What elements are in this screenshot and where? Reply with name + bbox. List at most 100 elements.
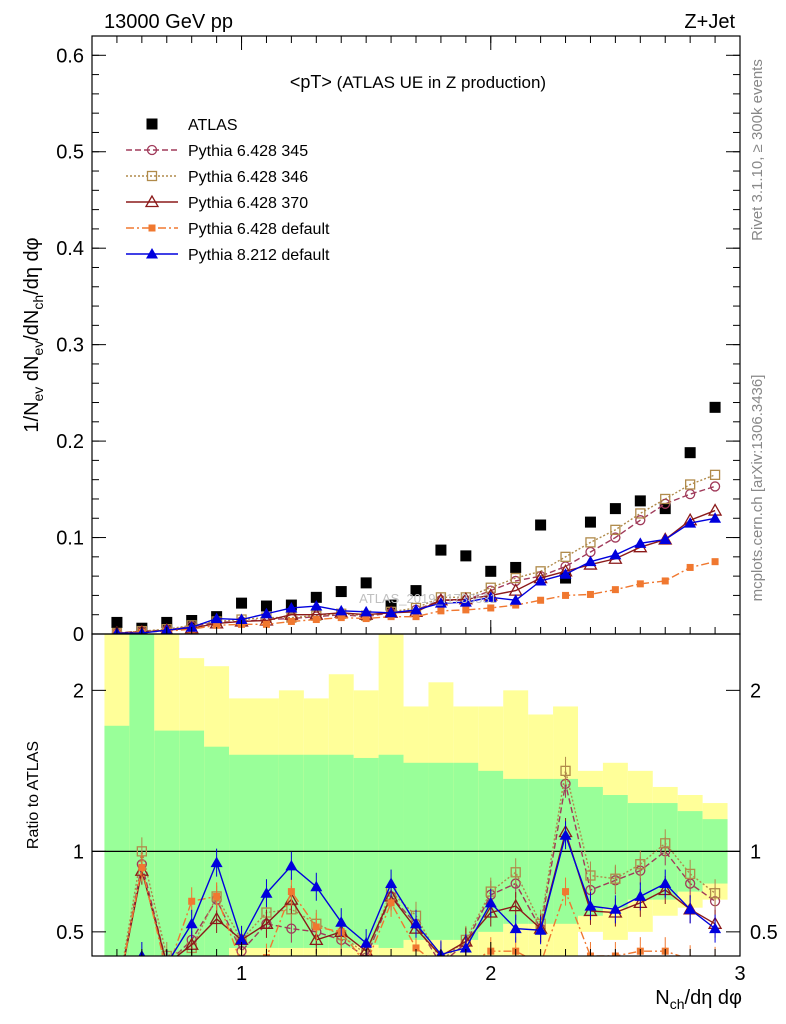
data-point <box>335 604 348 616</box>
ratio-point <box>509 922 522 934</box>
legend-label: Pythia 6.428 default <box>188 221 330 238</box>
ratio-y-tick-label: 0.5 <box>56 922 84 944</box>
data-point <box>260 600 272 612</box>
legend-entry: Pythia 6.428 370 <box>126 194 308 212</box>
ratio-point <box>387 899 395 907</box>
legend-entry: Pythia 6.428 default <box>126 221 330 238</box>
ratio-point <box>259 916 274 929</box>
legend-entry: Pythia 8.212 default <box>126 247 330 264</box>
legend-label: Pythia 6.428 370 <box>188 195 308 212</box>
data-point <box>312 616 320 624</box>
x-tick-label: 3 <box>734 963 745 985</box>
legend: ATLAS Pythia 6.428 345 Pythia 6.428 346 Pyt… <box>126 117 330 264</box>
data-point <box>584 516 596 528</box>
data-point <box>686 563 694 571</box>
data-point <box>684 447 696 459</box>
ratio-point <box>635 859 646 870</box>
data-point <box>462 606 470 614</box>
ratio-point <box>188 897 196 905</box>
header-right: Z+Jet <box>684 11 735 33</box>
legend-marker <box>144 194 160 208</box>
data-point <box>685 479 696 490</box>
watermark: ATLAS_2019_I1736531 <box>359 591 497 606</box>
y-tick-label: 0.3 <box>56 335 84 357</box>
ratio-point <box>312 923 320 931</box>
legend-entry: Pythia 6.428 346 <box>126 169 308 186</box>
data-point <box>510 561 522 573</box>
ratio-point <box>412 944 420 952</box>
ratio-point <box>213 892 221 900</box>
data-point <box>512 601 520 609</box>
legend-label: ATLAS <box>188 117 238 134</box>
stat-uncertainty-band <box>154 730 180 956</box>
data-point <box>337 614 345 622</box>
data-point <box>285 601 298 613</box>
data-point <box>185 621 198 632</box>
ratio-point <box>459 941 472 953</box>
data-point <box>484 591 497 602</box>
ratio-point <box>562 888 570 896</box>
ratio-point <box>659 877 672 889</box>
data-point <box>609 548 622 560</box>
y-tick-label: 0.2 <box>56 431 84 453</box>
data-point <box>534 574 547 586</box>
ratio-point <box>686 955 694 956</box>
data-point <box>260 607 273 619</box>
data-point <box>335 586 347 598</box>
ratio-point <box>510 867 521 878</box>
data-point <box>287 617 295 625</box>
ratio-point <box>111 990 123 1001</box>
data-point <box>634 537 647 548</box>
y-tick-label: 0.1 <box>56 528 84 550</box>
ratio-point <box>162 960 171 969</box>
ratio-point <box>537 961 544 968</box>
data-point <box>635 515 646 526</box>
ratio-point <box>287 888 295 896</box>
legend-marker <box>148 224 156 232</box>
legend-label: Pythia 6.428 346 <box>188 169 308 186</box>
y-axis-label-main: 1/Nev dNev/dNch/dη dφ <box>21 237 46 432</box>
data-point <box>709 481 721 492</box>
data-point <box>585 537 596 548</box>
data-point <box>559 568 572 579</box>
data-point <box>410 603 422 615</box>
data-point <box>410 585 422 597</box>
ratio-point <box>560 765 571 776</box>
data-point <box>360 605 373 617</box>
ratio-point <box>685 868 696 880</box>
ratio-point <box>508 898 523 912</box>
data-point <box>611 586 619 594</box>
ratio-point <box>610 873 621 884</box>
ratio-point <box>138 863 146 871</box>
ratio-point <box>161 958 173 969</box>
ratio-point <box>410 917 422 929</box>
y-tick-label: 0 <box>73 624 84 646</box>
data-point <box>661 577 669 585</box>
ratio-point <box>712 957 719 964</box>
data-point <box>210 612 223 624</box>
data-point <box>684 517 697 528</box>
legend-marker <box>146 248 158 259</box>
header-left: 13000 GeV pp <box>104 11 233 33</box>
ratio-point <box>310 880 323 892</box>
data-point <box>385 599 397 611</box>
data-point <box>634 495 646 507</box>
data-point <box>385 606 398 618</box>
ratio-point <box>185 917 198 929</box>
ratio-point <box>285 859 298 871</box>
data-point <box>560 551 571 562</box>
stat-uncertainty-band <box>104 725 130 956</box>
data-point <box>310 591 322 603</box>
y-tick-label: 0.4 <box>56 238 84 260</box>
data-point <box>161 616 173 628</box>
ratio-point <box>113 993 120 1000</box>
ratio-y-tick-label-right: 1 <box>750 841 761 863</box>
ratio-point <box>483 905 498 918</box>
legend-label: Pythia 8.212 default <box>188 247 330 264</box>
data-point <box>660 493 671 505</box>
legend-entry: Pythia 6.428 345 <box>126 143 308 160</box>
svg-text:Nch/dη dφ: Nch/dη dφ <box>655 987 742 1012</box>
ratio-point <box>609 903 622 914</box>
ratio-point <box>462 961 469 968</box>
data-point <box>310 600 323 611</box>
